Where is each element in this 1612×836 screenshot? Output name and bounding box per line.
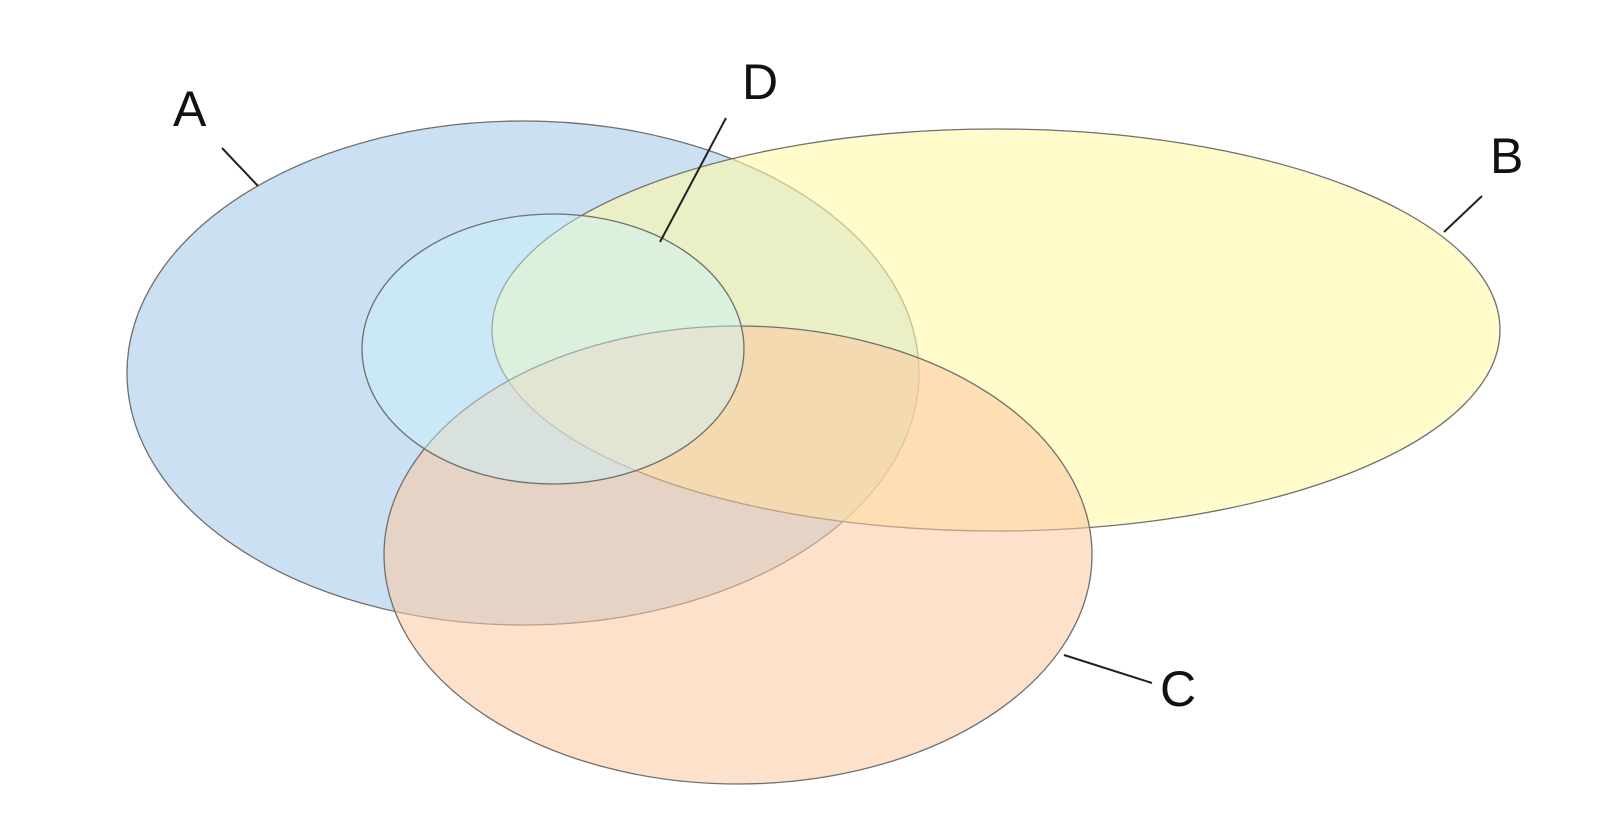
set-d-label: D [742, 54, 778, 110]
set-a-leader-line [221, 147, 259, 187]
set-b-label: B [1490, 128, 1523, 184]
set-b-leader-line [1443, 195, 1483, 233]
set-a-label: A [173, 81, 207, 137]
set-c-leader-line [1063, 654, 1153, 684]
set-c-label: C [1160, 661, 1196, 717]
set-d-leader-line [659, 117, 727, 243]
set-c-ellipse [383, 325, 1093, 785]
set-d-ellipse [361, 213, 745, 485]
